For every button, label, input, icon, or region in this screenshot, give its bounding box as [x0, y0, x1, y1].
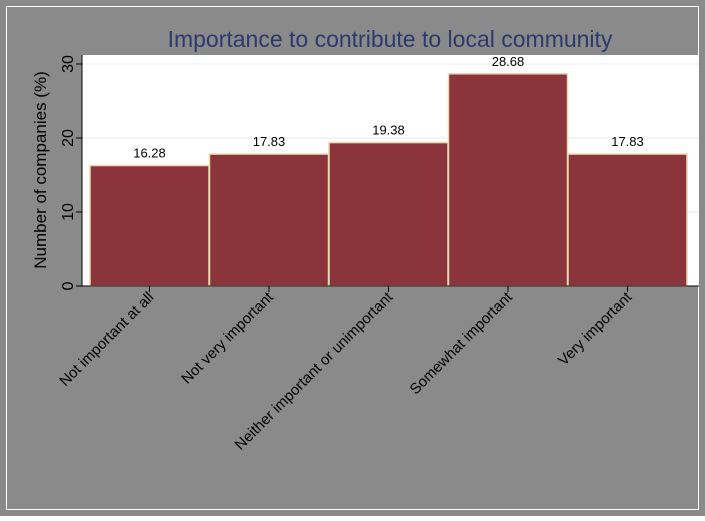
bar	[328, 141, 449, 287]
bar-value-label: 19.38	[372, 123, 405, 138]
bar	[208, 153, 330, 287]
y-tick-label: 0	[60, 281, 77, 290]
y-axis-ticks: 0 10 20 30	[60, 55, 82, 290]
bar	[567, 153, 688, 287]
bar-value-label: 16.28	[133, 146, 166, 161]
y-tick-label: 30	[60, 55, 77, 73]
bar	[89, 164, 210, 287]
value-labels: 16.28 17.83 19.38 28.68 17.83	[133, 54, 644, 161]
bar	[447, 73, 569, 287]
chart-title: Importance to contribute to local commun…	[168, 26, 613, 52]
y-axis-label: Number of companies (%)	[31, 71, 50, 268]
bar-value-label: 17.83	[611, 134, 644, 149]
y-tick-label: 20	[60, 129, 77, 147]
bar-value-label: 17.83	[253, 134, 286, 149]
bars	[89, 73, 688, 287]
y-tick-label: 10	[60, 203, 77, 221]
bar-value-label: 28.68	[492, 54, 525, 69]
